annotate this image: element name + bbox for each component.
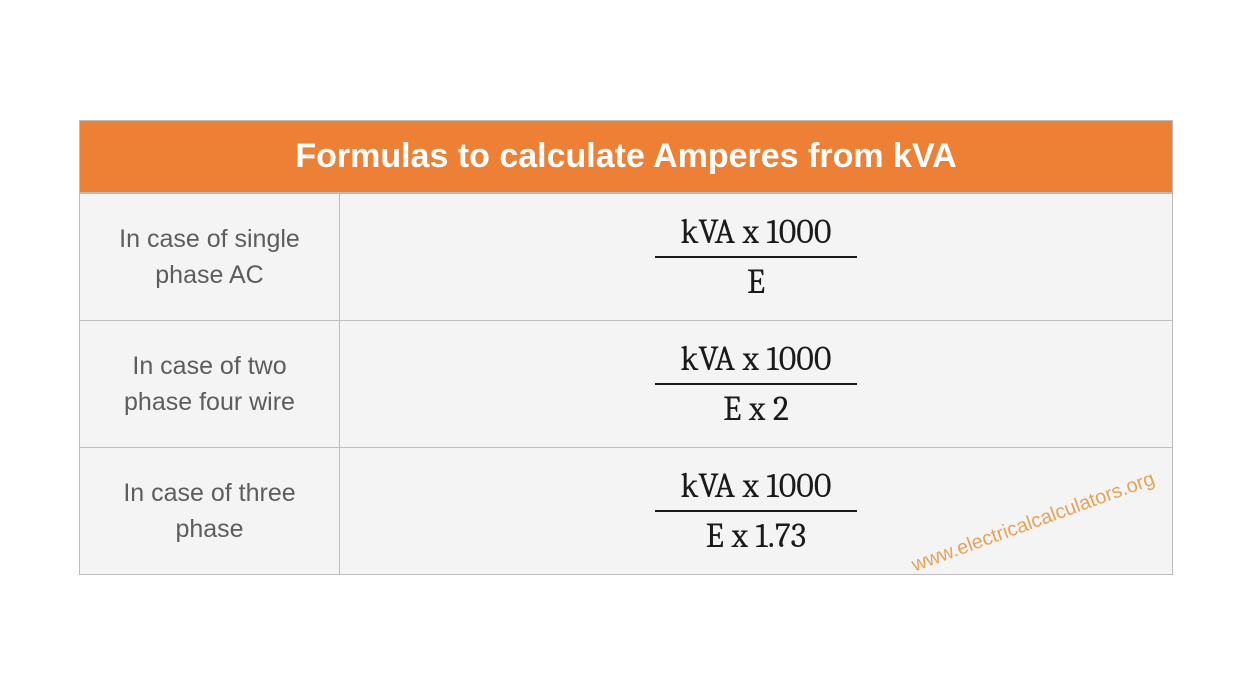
row-formula: kVA x 1000 E x 1.73 bbox=[340, 448, 1172, 574]
row-label: In case of two phase four wire bbox=[80, 321, 340, 447]
row-formula: kVA x 1000 E bbox=[340, 194, 1172, 320]
table-row: In case of single phase AC kVA x 1000 E bbox=[80, 193, 1172, 320]
formula-table: Formulas to calculate Amperes from kVA I… bbox=[79, 120, 1173, 575]
denominator: E bbox=[655, 258, 858, 302]
numerator: kVA x 1000 bbox=[655, 339, 858, 385]
numerator: kVA x 1000 bbox=[655, 466, 858, 512]
denominator: E x 2 bbox=[655, 385, 858, 429]
table-row: In case of three phase kVA x 1000 E x 1.… bbox=[80, 447, 1172, 574]
table-row: In case of two phase four wire kVA x 100… bbox=[80, 320, 1172, 447]
row-label: In case of three phase bbox=[80, 448, 340, 574]
fraction: kVA x 1000 E bbox=[655, 212, 858, 302]
denominator: E x 1.73 bbox=[655, 512, 858, 556]
numerator: kVA x 1000 bbox=[655, 212, 858, 258]
fraction: kVA x 1000 E x 1.73 bbox=[655, 466, 858, 556]
row-label: In case of single phase AC bbox=[80, 194, 340, 320]
row-formula: kVA x 1000 E x 2 bbox=[340, 321, 1172, 447]
table-title: Formulas to calculate Amperes from kVA bbox=[80, 121, 1172, 193]
fraction: kVA x 1000 E x 2 bbox=[655, 339, 858, 429]
